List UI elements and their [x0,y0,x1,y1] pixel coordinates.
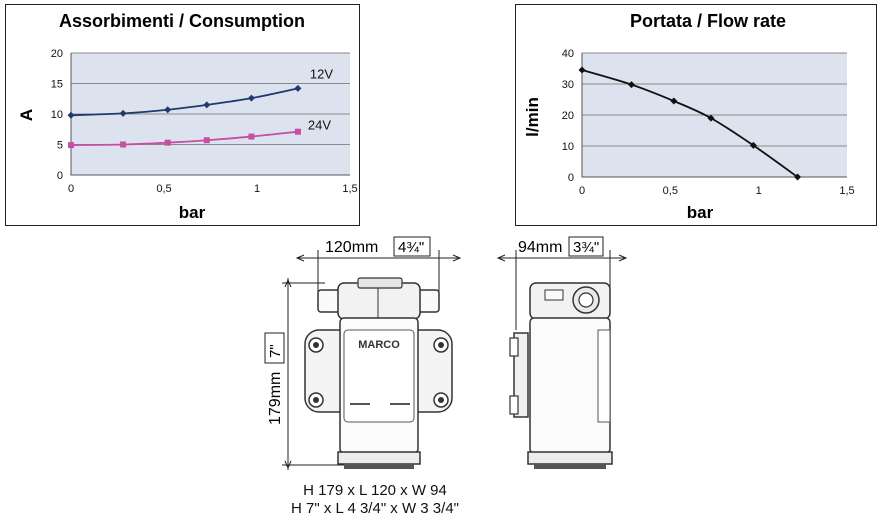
x-tick-label: 1 [756,185,762,197]
dimensions-imperial-caption: H 7" x L 4 3/4" x W 3 3/4" [291,500,459,517]
width-dimension [295,250,462,292]
x-tick-label: 1 [254,183,260,195]
consumption-series: 12V 24V [67,66,333,149]
y-tick-label: 0 [57,170,63,182]
flow-rate-ticks: 0 10 20 30 40 0 0,5 1 1,5 [562,48,855,197]
data-point [120,141,127,148]
pump-side-view [509,282,613,469]
data-point [119,109,127,117]
consumption-chart: 0 5 10 15 20 0 0,5 1 1,5 12V 24V Assorbimenti / C… [17,11,358,222]
y-tick-label: 30 [562,79,574,91]
axis-line [581,53,847,178]
x-tick-label: 0,5 [156,183,171,195]
depth-mm-label: 94mm [518,239,562,256]
data-point [164,139,171,146]
width-inch-label: 4¾" [398,239,424,256]
series-line [70,87,299,117]
data-point [670,97,678,105]
flow-rate-y-axis-label: l/min [523,97,542,137]
width-inch-bracket [393,236,431,257]
consumption-y-axis-label: A [17,109,36,121]
data-point [203,101,211,109]
series-label: 24V [308,118,331,133]
axis-line [70,53,350,176]
x-tick-label: 0,5 [663,185,678,197]
height-inch-bracket [264,332,285,364]
flow-rate-series [578,66,802,181]
dimensions-metric-caption: H 179 x L 120 x W 94 [303,482,447,499]
y-tick-label: 15 [51,79,63,91]
x-tick-label: 1,5 [839,185,854,197]
y-tick-label: 10 [562,141,574,153]
pump-brand-label: MARCO [358,339,400,351]
depth-dimension [496,250,628,330]
depth-inch-bracket [568,236,604,257]
series-label: 12V [310,66,333,81]
y-tick-label: 0 [568,172,574,184]
consumption-axes [70,53,350,176]
width-mm-label: 120mm [325,239,378,256]
data-point [794,173,802,181]
flow-rate-chart-panel: 0 10 20 30 40 0 0,5 1 1,5 Portata / Flow rate ba… [515,4,877,226]
data-point [578,66,586,74]
series-line [70,130,299,147]
consumption-chart-title: Assorbimenti / Consumption [59,11,305,31]
data-point [203,137,210,144]
pump-front-view [304,277,453,469]
height-mm-label: 179mm [267,372,284,425]
x-tick-label: 1,5 [342,183,357,195]
data-point [294,84,302,92]
data-point [67,111,75,119]
y-tick-label: 20 [562,110,574,122]
data-point [707,114,715,122]
flow-rate-chart-title: Portata / Flow rate [630,11,786,31]
flow-rate-chart: 0 10 20 30 40 0 0,5 1 1,5 Portata / Flow rate ba… [523,11,855,222]
y-tick-label: 40 [562,48,574,60]
data-point [164,106,172,114]
data-point [294,128,301,135]
consumption-chart-panel: 0 5 10 15 20 0 0,5 1 1,5 12V 24V Assorbimenti / C… [5,4,360,226]
data-point [749,141,757,149]
series-line [581,69,799,178]
depth-inch-label: 3¾" [573,239,599,256]
y-tick-label: 20 [51,48,63,60]
data-point [68,142,74,149]
height-inch-label: 7" [267,344,284,358]
height-dimension [282,278,345,470]
flow-rate-axes [581,53,847,178]
flow-rate-x-axis-label: bar [687,203,714,222]
y-tick-label: 10 [51,109,63,121]
consumption-x-axis-label: bar [179,203,206,222]
x-tick-label: 0 [68,183,74,195]
consumption-ticks: 0 5 10 15 20 0 0,5 1 1,5 [51,48,358,195]
data-point [247,94,255,102]
y-tick-label: 5 [57,140,63,152]
data-point [627,81,635,89]
data-point [248,133,255,140]
x-tick-label: 0 [579,185,585,197]
